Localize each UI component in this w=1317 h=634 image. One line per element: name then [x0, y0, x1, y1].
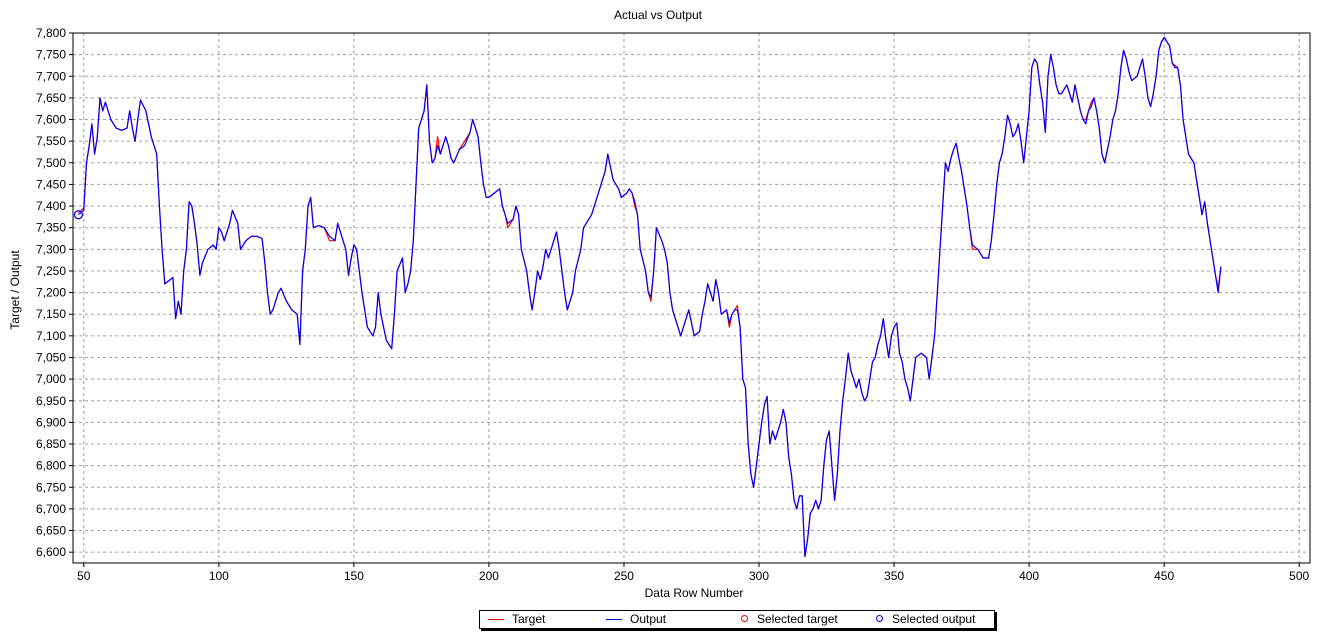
- y-tick-label: 6,750: [36, 480, 66, 494]
- legend-item-selected-output: Selected output: [872, 611, 994, 628]
- legend-label: Target: [512, 612, 546, 626]
- y-tick-label: 7,750: [36, 48, 66, 62]
- x-tick-label: 250: [614, 569, 634, 583]
- legend-marker-selected-output: [876, 615, 883, 622]
- y-tick-label: 7,100: [36, 329, 66, 343]
- x-tick-label: 50: [77, 569, 91, 583]
- y-tick-label: 7,150: [36, 307, 66, 321]
- y-tick-label: 7,200: [36, 286, 66, 300]
- y-tick-label: 7,550: [36, 134, 66, 148]
- chart-title: Actual vs Output: [614, 8, 703, 22]
- legend-label: Selected output: [892, 612, 976, 626]
- y-axis-ticks: 6,600 6,650 6,700 6,750 6,800 6,850 6,900 6,950…: [36, 26, 73, 559]
- y-tick-label: 6,900: [36, 415, 66, 429]
- x-tick-label: 350: [884, 569, 904, 583]
- x-axis-ticks: 50 100 150 200 250 300 350 400 450 500: [77, 563, 1310, 583]
- y-tick-label: 7,600: [36, 113, 66, 127]
- x-tick-label: 450: [1154, 569, 1174, 583]
- series-line-target: [78, 36, 1222, 558]
- legend-label: Output: [630, 612, 667, 626]
- y-axis-label: Target / Output: [8, 250, 22, 330]
- plot-area: [72, 32, 1311, 564]
- x-tick-label: 500: [1289, 569, 1309, 583]
- legend-marker-selected-target: [741, 615, 748, 622]
- x-tick-label: 200: [479, 569, 499, 583]
- x-tick-label: 100: [209, 569, 229, 583]
- x-tick-label: 300: [749, 569, 769, 583]
- y-tick-label: 7,450: [36, 177, 66, 191]
- grid: [73, 32, 1310, 563]
- y-tick-label: 7,250: [36, 264, 66, 278]
- legend-item-target: Target: [488, 611, 598, 628]
- y-tick-label: 6,950: [36, 394, 66, 408]
- y-tick-label: 7,300: [36, 242, 66, 256]
- y-tick-label: 7,350: [36, 221, 66, 235]
- y-tick-label: 6,700: [36, 502, 66, 516]
- y-tick-label: 7,500: [36, 156, 66, 170]
- y-tick-label: 6,650: [36, 524, 66, 538]
- legend-line-target: [488, 619, 504, 620]
- y-tick-label: 7,650: [36, 91, 66, 105]
- y-tick-label: 7,800: [36, 26, 66, 40]
- legend-item-output: Output: [606, 611, 726, 628]
- y-tick-label: 7,400: [36, 199, 66, 213]
- y-tick-label: 6,850: [36, 437, 66, 451]
- series-line-output: [78, 36, 1222, 558]
- y-tick-label: 7,000: [36, 372, 66, 386]
- y-tick-label: 7,700: [36, 69, 66, 83]
- y-tick-label: 6,800: [36, 459, 66, 473]
- legend-line-output: [606, 619, 622, 620]
- series-layer: [73, 36, 1222, 558]
- legend: Target Output Selected target Selected o…: [479, 610, 995, 629]
- legend-label: Selected target: [757, 612, 838, 626]
- x-axis-label: Data Row Number: [645, 586, 744, 600]
- legend-item-selected-target: Selected target: [737, 611, 867, 628]
- y-tick-label: 7,050: [36, 350, 66, 364]
- selected-output-marker: [73, 210, 84, 220]
- y-tick-label: 6,600: [36, 545, 66, 559]
- x-tick-label: 150: [344, 569, 364, 583]
- x-tick-label: 400: [1019, 569, 1039, 583]
